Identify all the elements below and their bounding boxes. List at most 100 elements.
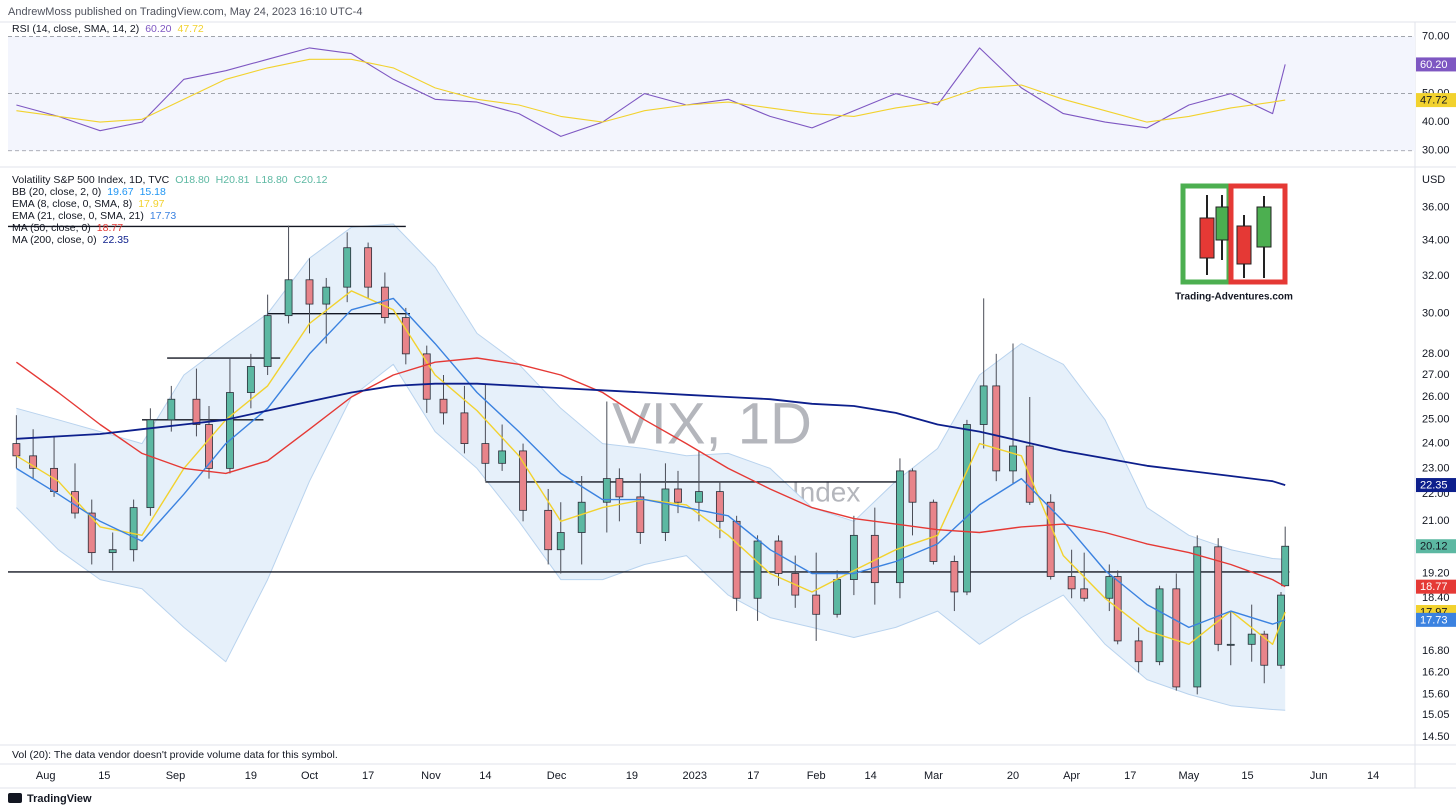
candle-body: [636, 496, 645, 533]
legend-value: 17.73: [150, 210, 176, 222]
x-tick-label: Aug: [36, 770, 56, 782]
y-tick-label: 70.00: [1422, 30, 1450, 42]
candle-body: [167, 398, 176, 421]
candle-body: [439, 398, 448, 414]
candle-body: [661, 488, 670, 533]
price-badge-label: 20.12: [1420, 541, 1448, 553]
price-badge-label: 60.20: [1420, 59, 1448, 71]
rsi-line: [16, 47, 1286, 137]
y-tick-label: 32.00: [1422, 270, 1450, 282]
legend-value: 47.72: [178, 23, 204, 35]
x-tick-label: 20: [1007, 770, 1019, 782]
legend-name: BB (20, close, 2, 0): [12, 186, 101, 198]
x-tick-label: 15: [1241, 770, 1253, 782]
moving-average: [16, 290, 1286, 645]
x-tick-label: 14: [1367, 770, 1379, 782]
x-tick-label: 19: [626, 770, 638, 782]
y-tick-label: 19.20: [1422, 567, 1450, 579]
candle-body: [695, 491, 703, 503]
logo: Trading-Adventures.com: [1175, 183, 1293, 303]
candle-body: [602, 478, 611, 503]
candle-body: [577, 501, 586, 533]
y-tick-label: 16.80: [1422, 645, 1450, 657]
x-tick-label: 19: [245, 770, 257, 782]
moving-average: [16, 297, 1286, 629]
y-tick-label: 23.00: [1422, 462, 1450, 474]
candle-body: [1193, 546, 1202, 688]
candle-body: [460, 412, 469, 444]
publisher-header: AndrewMoss published on TradingView.com,…: [8, 6, 362, 18]
candle-body: [544, 509, 553, 551]
candle-body: [481, 443, 490, 464]
y-tick-label: 27.00: [1422, 369, 1450, 381]
logo-candle: [1215, 206, 1229, 241]
x-tick-label: Jun: [1310, 770, 1328, 782]
legend-value: O18.80: [175, 174, 210, 186]
candle-body: [908, 470, 917, 503]
band-lower: [16, 363, 1286, 711]
candle-body: [1080, 588, 1089, 599]
logo-candle: [1256, 206, 1272, 248]
y-tick-label: 30.00: [1422, 308, 1450, 320]
footer-logo: TradingView: [8, 793, 92, 805]
legend-value: C20.12: [294, 174, 328, 186]
legend-row: MA (200, close, 0) 22.35: [12, 234, 129, 246]
legend-name: MA (200, close, 0): [12, 234, 97, 246]
candle-body: [343, 247, 352, 288]
y-tick-label: 26.00: [1422, 391, 1450, 403]
legend-name: MA (50, close, 0): [12, 222, 91, 234]
candle-body: [380, 286, 389, 318]
legend-name: EMA (21, close, 0, SMA, 21): [12, 210, 144, 222]
x-tick-label: Apr: [1063, 770, 1080, 782]
band-upper: [16, 223, 1286, 560]
price-badge-label: 22.35: [1420, 479, 1448, 491]
x-tick-label: 2023: [683, 770, 707, 782]
legend-value: 19.67: [107, 186, 133, 198]
y-tick-label: 40.00: [1422, 116, 1450, 128]
x-tick-label: 17: [747, 770, 759, 782]
currency-label: USD: [1422, 174, 1445, 186]
logo-text: Trading-Adventures.com: [1175, 292, 1293, 303]
logo-candle: [1236, 225, 1252, 265]
legend-name: RSI (14, close, SMA, 14, 2): [12, 23, 139, 35]
candle-body: [1009, 445, 1017, 472]
logo-frame: [1228, 183, 1288, 285]
candle-body: [1134, 640, 1143, 663]
candle-body: [146, 419, 155, 509]
legend-value: 17.97: [138, 198, 164, 210]
watermark-symbol: VIX, 1D: [612, 391, 812, 456]
candle-body: [129, 507, 138, 551]
y-tick-label: 18.40: [1422, 592, 1450, 604]
legend-value: H20.81: [216, 174, 250, 186]
price-badge-label: 18.77: [1420, 581, 1448, 593]
candle-body: [732, 520, 741, 599]
rsi-line: [16, 58, 1286, 123]
candle-body: [753, 540, 762, 599]
legend-row: EMA (8, close, 0, SMA, 8) 17.97: [12, 198, 165, 210]
price-badge: [1416, 478, 1456, 493]
x-tick-label: Feb: [807, 770, 826, 782]
y-tick-label: 28.00: [1422, 348, 1450, 360]
y-tick-label: 16.20: [1422, 666, 1450, 678]
candle-body: [615, 478, 624, 498]
y-tick-label: 36.00: [1422, 201, 1450, 213]
candle-body: [305, 279, 314, 305]
candle-body: [1214, 546, 1223, 645]
candle-body: [950, 561, 959, 593]
candle-body: [1260, 633, 1269, 666]
candle-body: [205, 424, 213, 469]
candle-body: [87, 512, 96, 554]
legend-row: MA (50, close, 0) 18.77: [12, 222, 123, 234]
candle-body: [979, 385, 988, 425]
legend-row: EMA (21, close, 0, SMA, 21) 17.73: [12, 210, 176, 222]
x-tick-label: 17: [1124, 770, 1136, 782]
footer-icon: [8, 793, 22, 803]
candle-body: [226, 392, 234, 469]
y-tick-label: 21.00: [1422, 515, 1450, 527]
candle-body: [422, 353, 431, 400]
candle-body: [1281, 545, 1290, 587]
price-badge: [1416, 57, 1456, 72]
candle-body: [108, 549, 117, 554]
candle-body: [1172, 588, 1181, 688]
